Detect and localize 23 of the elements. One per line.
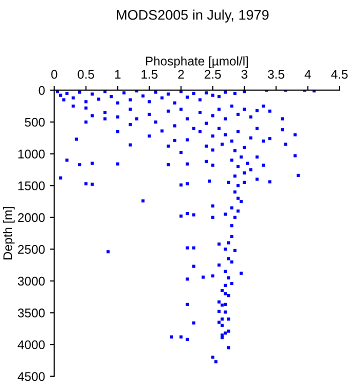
x-tick-label: 0.5 [78, 70, 94, 79]
y-tick-label: 500 [24, 118, 45, 127]
y-tick-label: 3500 [18, 308, 45, 318]
x-tick-label: 0 [51, 70, 58, 79]
y-tick-label: 0 [38, 86, 45, 95]
x-axis-title: Phosphate [µmol/l] [146, 56, 248, 68]
chart-title: MODS2005 in July, 1979 [116, 10, 269, 23]
x-tick-label: 3 [241, 70, 248, 79]
y-tick-label: 1500 [18, 181, 45, 190]
y-tick-label: 3000 [18, 276, 45, 286]
y-tick-label: 4500 [18, 372, 45, 381]
x-tick-label: 4.5 [331, 70, 348, 79]
y-axis-title: Depth [m] [2, 207, 15, 260]
x-tick-label: 2.5 [204, 70, 221, 79]
x-tick-label: 3.5 [268, 70, 284, 79]
y-tick-label: 4000 [18, 340, 45, 350]
x-tick-label: 1 [115, 70, 121, 79]
y-tick-label: 2500 [18, 244, 45, 254]
y-tick-label: 2000 [18, 213, 45, 222]
y-tick-label: 1000 [18, 150, 45, 158]
x-tick-label: 2 [178, 70, 184, 79]
x-tick-label: 4 [304, 70, 311, 79]
x-tick-label: 1.5 [142, 70, 158, 79]
